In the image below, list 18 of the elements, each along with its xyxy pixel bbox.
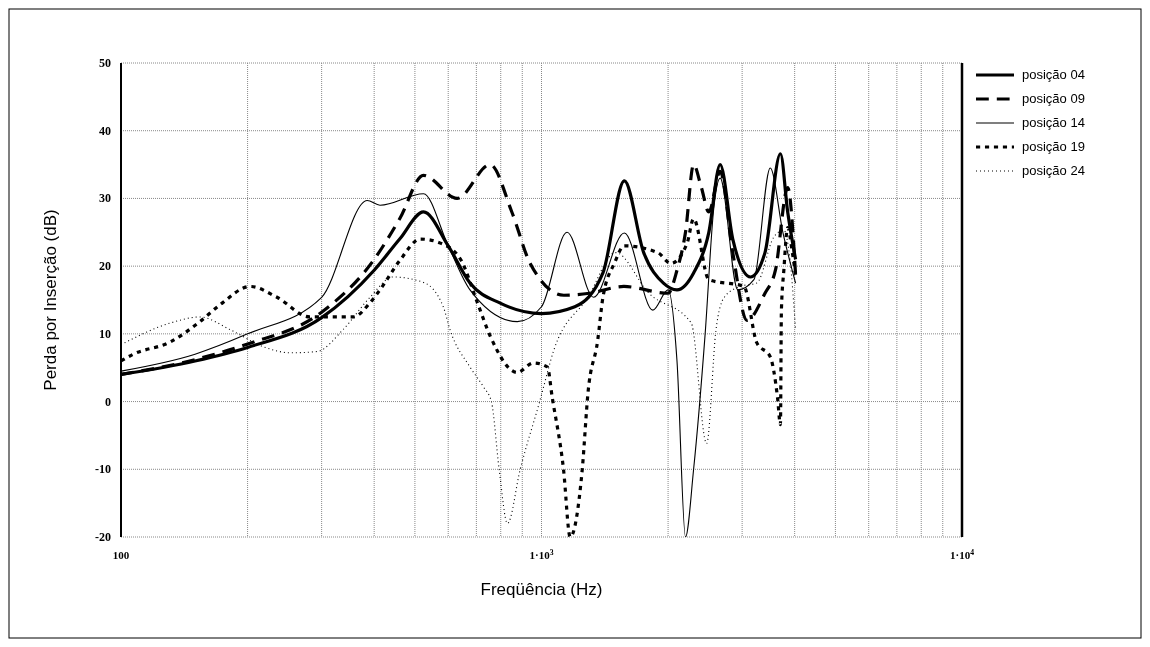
y-tick-label: 40	[99, 123, 111, 138]
y-tick-label: 20	[99, 259, 111, 274]
legend-label: posição 19	[1022, 139, 1085, 154]
y-tick-label: 0	[105, 394, 111, 409]
y-axis-title: Perda por Inserção (dB)	[41, 209, 60, 391]
x-tick-label: 1·10$^{3}$	[529, 547, 554, 561]
x-axis-title: Freqüência (Hz)	[480, 580, 603, 599]
legend-label: posição 14	[1022, 115, 1085, 130]
y-tick-label: 30	[99, 191, 111, 206]
x-tick-label: 1·10$^{4}$	[949, 547, 975, 561]
x-tick-label: 100	[112, 549, 130, 561]
y-tick-label: 10	[99, 326, 111, 341]
y-tick-label: -10	[95, 462, 111, 477]
legend-label: posição 09	[1022, 91, 1085, 106]
legend-label: posição 04	[1022, 67, 1085, 82]
y-tick-label: 50	[99, 56, 111, 70]
y-tick-label: -20	[95, 530, 111, 544]
legend-label: posição 24	[1022, 163, 1085, 178]
